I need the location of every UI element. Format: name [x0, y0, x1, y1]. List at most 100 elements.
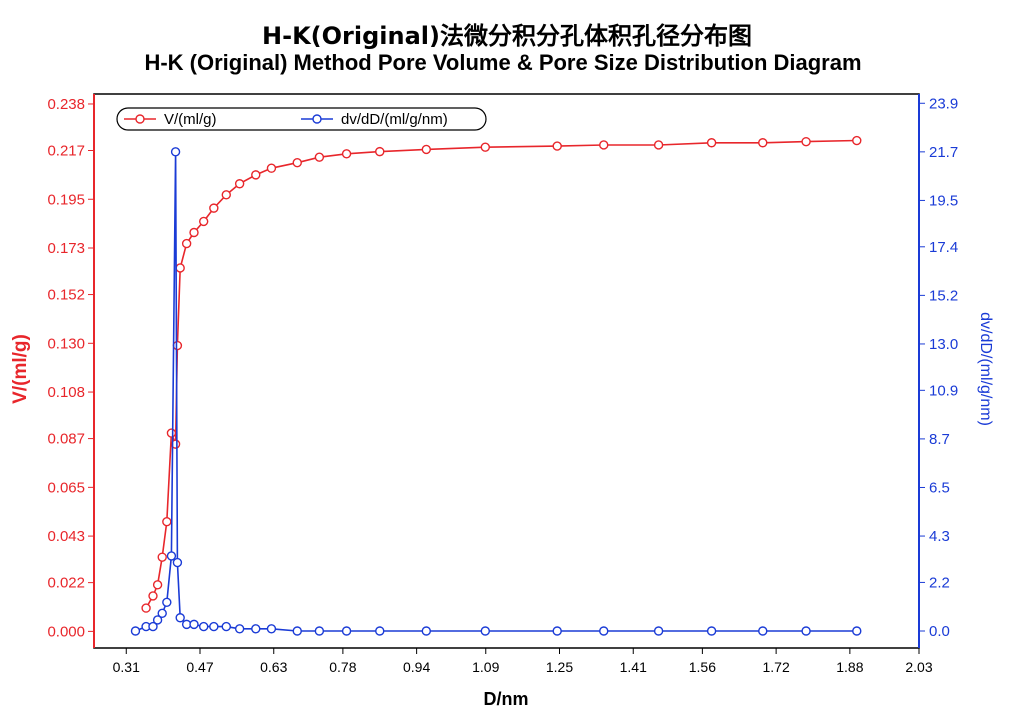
series-1-point: [314, 626, 325, 636]
series-0-point: [234, 179, 245, 189]
y-right-tick-label: 19.5: [929, 192, 958, 209]
x-tick-label: 0.78: [329, 659, 356, 675]
series-0-point: [801, 136, 811, 147]
series-1-point: [292, 626, 302, 636]
series-0-point: [758, 138, 768, 148]
x-tick-label: 1.56: [689, 659, 716, 675]
y-right-tick-label: 6.5: [929, 479, 950, 496]
y-right-tick-label: 4.3: [929, 528, 950, 545]
series-0-point: [341, 149, 352, 159]
series-0-point: [375, 146, 385, 157]
y-right-tick-label: 15.2: [929, 287, 958, 304]
series-0-point: [706, 138, 717, 148]
series-0-point: [852, 135, 862, 146]
series-0-point: [209, 203, 219, 213]
series-0-point: [314, 152, 325, 162]
y-left-tick-label: 0.195: [47, 191, 85, 208]
y-right-tick-label: 10.9: [929, 382, 958, 399]
legend-label: V/(ml/g): [164, 111, 217, 128]
series-0-point: [198, 216, 209, 227]
y-right-axis-label: dv/dD/(ml/g/nm): [977, 312, 994, 426]
x-tick-label: 0.94: [403, 659, 430, 675]
chart-title-cn: H-K(Original)法微分积分孔体积孔径分布图: [262, 22, 752, 50]
series-0-point: [480, 142, 490, 152]
y-right-tick-label: 17.4: [929, 239, 958, 256]
series-0-point: [552, 141, 562, 151]
series-1-point: [552, 626, 562, 636]
series-1-point: [172, 557, 183, 568]
series-1-point: [157, 608, 167, 619]
x-tick-label: 1.41: [620, 659, 647, 675]
series-1-point: [234, 624, 245, 634]
series-0-point: [152, 580, 163, 590]
x-axis-label: D/nm: [484, 689, 529, 709]
legend: V/(ml/g) dv/dD/(ml/g/nm): [116, 107, 487, 131]
series-1-point: [341, 626, 352, 636]
series-1-point: [209, 621, 219, 632]
series-0-point: [157, 552, 167, 562]
x-tick-label: 0.47: [186, 659, 213, 675]
y-left-tick-label: 0.152: [47, 287, 85, 304]
series-0-point: [166, 428, 177, 438]
series-1-point: [706, 626, 717, 636]
y-left-tick-label: 0.173: [47, 240, 85, 257]
chart-title-en: H-K (Original) Method Pore Volume & Pore…: [144, 50, 861, 75]
y-left-tick-label: 0.238: [47, 96, 85, 113]
y-right-tick-label: 23.9: [929, 95, 958, 112]
y-right-tick-label: 8.7: [929, 431, 950, 448]
series-1-point: [251, 624, 261, 634]
series-1-point: [266, 624, 277, 634]
x-tick-label: 0.63: [260, 659, 287, 675]
plot-frame: [93, 93, 920, 649]
series-1-point: [221, 621, 231, 632]
series-0-point: [189, 227, 199, 238]
series-1-point: [758, 626, 768, 636]
series-0-point: [181, 238, 192, 249]
x-tick-label: 1.88: [836, 659, 863, 675]
legend-marker: [135, 114, 145, 124]
y-right-tick-label: 0.0: [929, 623, 950, 640]
y-left-axis-label: V/(ml/g): [10, 334, 31, 404]
y-right-tick-label: 13.0: [929, 336, 958, 353]
x-tick-label: 0.31: [113, 659, 140, 675]
legend-marker: [312, 114, 322, 124]
y-left-tick-label: 0.108: [47, 384, 85, 401]
series-0-line: [145, 139, 857, 609]
series-0-point: [251, 170, 261, 180]
series-1-point: [480, 626, 490, 636]
x-tick-label: 2.03: [905, 659, 932, 675]
series-0-point: [172, 340, 183, 351]
x-tick-label: 1.72: [762, 659, 789, 675]
series-1-point: [175, 613, 185, 623]
series-1-point: [162, 597, 172, 607]
series-1-point: [375, 626, 385, 636]
y-left-tick-label: 0.217: [47, 143, 85, 160]
series-0-point: [175, 263, 185, 273]
series-0-point: [148, 591, 158, 601]
y-left-tick-label: 0.087: [47, 431, 85, 448]
series-1-point: [653, 626, 664, 636]
x-tick-label: 1.09: [472, 659, 499, 675]
series-1-point: [170, 147, 181, 157]
y-left-tick-label: 0.065: [47, 479, 85, 496]
series-1-point: [421, 626, 432, 636]
x-tick-label: 1.25: [546, 659, 573, 675]
series-1-point: [852, 626, 862, 636]
series-0-point: [653, 140, 664, 150]
axes-group: 0.31 0.47 0.63 0.78 0.94 1.09 1.25 1.41 1.56 1.72…: [47, 93, 958, 675]
series-0-point: [599, 140, 609, 150]
series-1-point: [148, 621, 158, 632]
series-0-point: [221, 190, 231, 200]
series-0-point: [421, 144, 432, 155]
series-0-point: [162, 516, 172, 527]
y-right-tick-label: 21.7: [929, 144, 958, 161]
series-1-point: [130, 626, 141, 636]
series-1-point: [198, 621, 209, 632]
series-1-point: [599, 626, 609, 636]
series-1-line: [135, 151, 857, 632]
series-0-point: [292, 157, 302, 168]
series-0-point: [266, 163, 277, 173]
series-0-point: [141, 603, 151, 613]
legend-label: dv/dD/(ml/g/nm): [341, 111, 448, 128]
